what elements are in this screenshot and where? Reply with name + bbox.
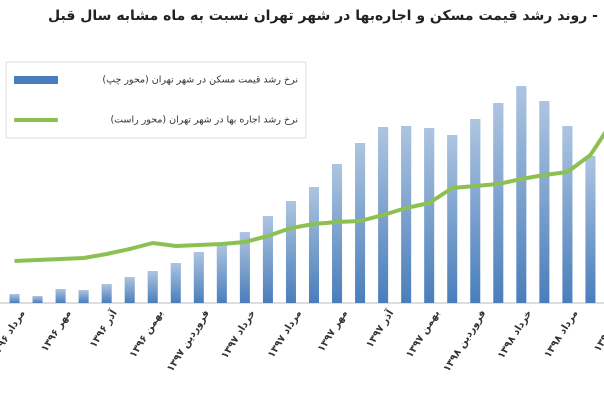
bar-shine [55, 289, 66, 303]
bar-shine [78, 290, 89, 303]
legend-box [5, 61, 307, 139]
bar-shine [516, 86, 527, 303]
x-tick-label: مرداد ۱۳۹۸ [543, 308, 581, 360]
x-tick-label: مهر ۱۳۹۸ [592, 308, 604, 354]
bar-shine [285, 201, 296, 303]
x-tick-label: بهمن ۱۳۹۶ [128, 308, 166, 360]
line [14, 130, 604, 263]
bar-shine [493, 103, 504, 303]
x-tick-label: فروردین ۱۳۹۷ [165, 308, 212, 374]
legend-label: نرخ رشد اجاره بها در شهر تهران (محور راس… [110, 115, 298, 126]
bar-shine [562, 126, 573, 303]
bar-shine [216, 244, 227, 303]
bar-shine [309, 187, 319, 303]
x-tick-label: آذر ۱۳۹۶ [86, 307, 120, 350]
x-tick-label: مهر ۱۳۹۷ [316, 308, 350, 354]
bar-shine [585, 156, 596, 303]
x-tick-label: آذر ۱۳۹۷ [363, 307, 397, 350]
bar-shine [101, 284, 112, 303]
bar-shine [262, 216, 273, 303]
bar-shine [170, 263, 181, 303]
bar-shine [539, 101, 550, 303]
x-tick-label: مرداد ۱۳۹۷ [266, 308, 304, 360]
bar-shine [239, 232, 250, 303]
bar-shine [124, 277, 135, 303]
bar-shine [447, 135, 458, 303]
legend-swatch [14, 76, 58, 84]
x-tick-label: مرداد ۱۳۹۶ [0, 308, 28, 360]
bar-shine [332, 164, 343, 303]
bar-shine [9, 294, 20, 303]
bar-shine [424, 128, 435, 303]
chart-title: - روند رشد قیمت مسکن و اجاره‌بها در شهر … [48, 8, 598, 24]
bar-shine [401, 126, 412, 303]
bar-shine [193, 252, 204, 303]
x-tick-label: خرداد ۱۳۹۷ [219, 308, 257, 360]
bar-shine [470, 119, 481, 303]
x-tick-label: فروردین ۱۳۹۸ [442, 308, 489, 374]
x-tick-label: بهمن ۱۳۹۷ [404, 308, 442, 360]
x-tick-label: مهر ۱۳۹۶ [39, 308, 73, 354]
legend-label: نرخ رشد قیمت مسکن در شهر تهران (محور چپ) [102, 75, 298, 86]
bar-shine [32, 296, 43, 303]
x-tick-label: خرداد ۱۳۹۸ [496, 308, 534, 360]
bar-shine [147, 271, 158, 303]
